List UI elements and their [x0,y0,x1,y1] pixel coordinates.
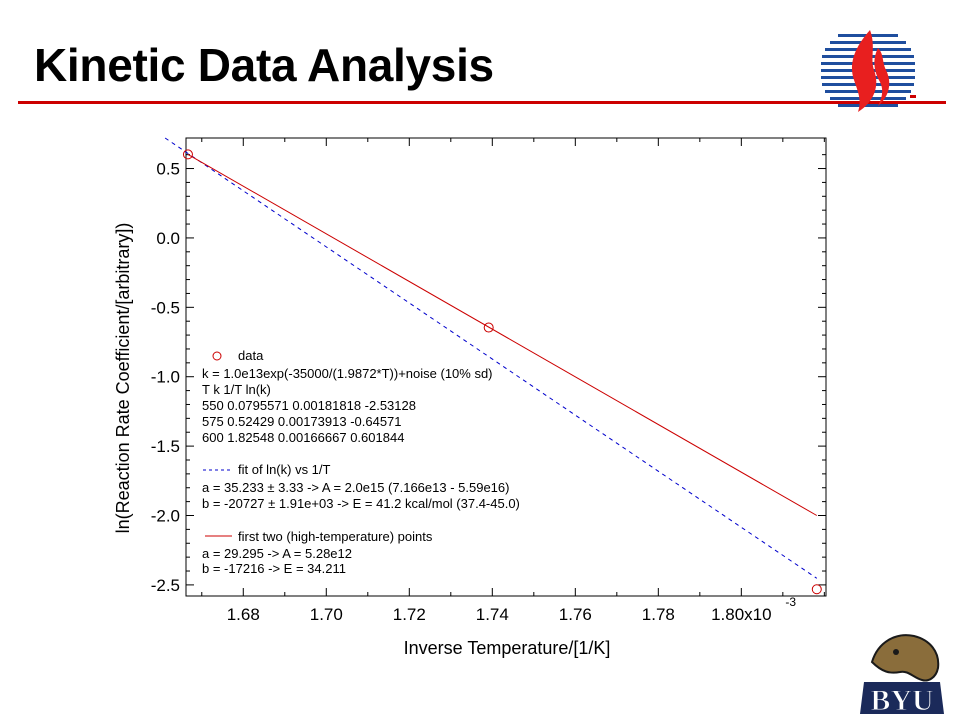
legend-fit-line: b = -20727 ± 1.91e+03 -> E = 41.2 kcal/m… [202,496,520,511]
y-tick-label: 0.5 [156,160,180,179]
x-axis-label: Inverse Temperature/[1/K] [404,638,611,658]
x-tick-label: 1.78 [642,605,675,624]
data-point [182,149,193,160]
y-tick-label: -0.5 [151,298,180,317]
title-underline [18,101,946,104]
legend-two-point-line: b = -17216 -> E = 34.211 [202,561,346,576]
x-tick-label: 1.74 [476,605,509,624]
byu-cougar-logo-icon: BYU [860,634,944,718]
y-tick-label: 0.0 [156,229,180,248]
legend-fit-line: a = 35.233 ± 3.33 -> A = 2.0e15 (7.166e1… [202,480,509,495]
plot-frame [185,137,827,597]
y-tick-label: -2.0 [151,507,180,526]
legend-two-point-line: a = 29.295 -> A = 5.28e12 [202,546,352,561]
legend-fit-label: fit of ln(k) vs 1/T [238,462,331,477]
legend-data-line: T k 1/T ln(k) [202,382,271,397]
legend-data-line: k = 1.0e13exp(-35000/(1.9872*T))+noise (… [202,366,493,381]
legend-data-line: 575 0.52429 0.00173913 -0.64571 [202,414,402,429]
legend-data-marker [212,351,222,361]
legend-data-line: 600 1.82548 0.00166667 0.601844 [202,430,404,445]
y-axis-label: ln(Reaction Rate Coefficient/[arbitrary]… [113,223,133,534]
x-tick-label: 1.72 [393,605,426,624]
x-tick-label: 1.70 [310,605,343,624]
page-title: Kinetic Data Analysis [34,39,494,91]
y-tick-label: -1.5 [151,437,180,456]
two-point-line [187,153,818,516]
x-tick-label: 1.68 [227,605,260,624]
legend-data-label: data [238,348,264,363]
x-tick-label: 1.76 [559,605,592,624]
fit-line [164,137,818,579]
x-tick-label: 1.80x10 [711,605,772,624]
svg-text:BYU: BYU [870,684,933,717]
flame-globe-logo-icon [821,30,916,112]
legend-two-point-label: first two (high-temperature) points [238,529,433,544]
y-tick-label: -2.5 [151,576,180,595]
y-tick-label: -1.0 [151,368,180,387]
legend-data-line: 550 0.0795571 0.00181818 -2.53128 [202,398,416,413]
data-point [483,322,494,333]
data-point [811,584,822,595]
x-exponent-label: -3 [785,595,796,609]
